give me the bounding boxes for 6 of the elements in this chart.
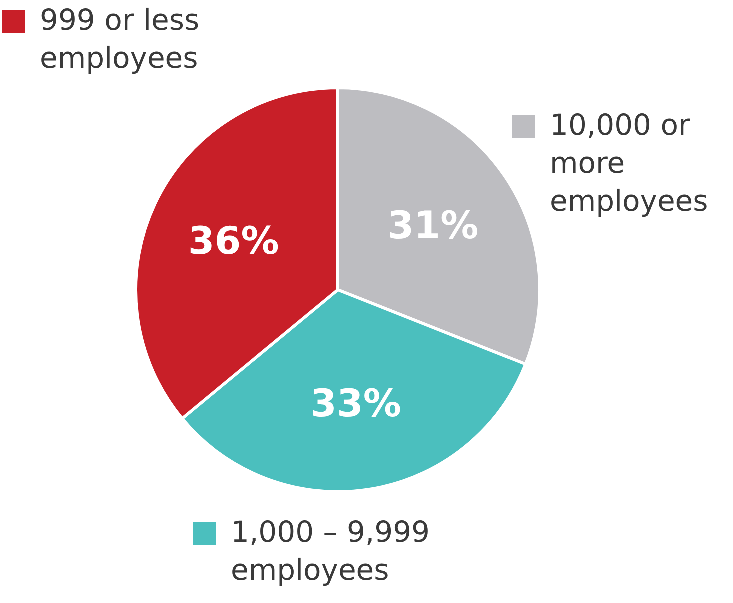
data-label: 33% [310,382,402,426]
legend-label: 1,000 – 9,999 employees [231,514,431,589]
legend-label: 10,000 or more employees [550,107,710,220]
legend-label: 999 or less employees [40,2,201,77]
data-label: 31% [388,203,479,248]
data-label: 36% [188,218,280,263]
